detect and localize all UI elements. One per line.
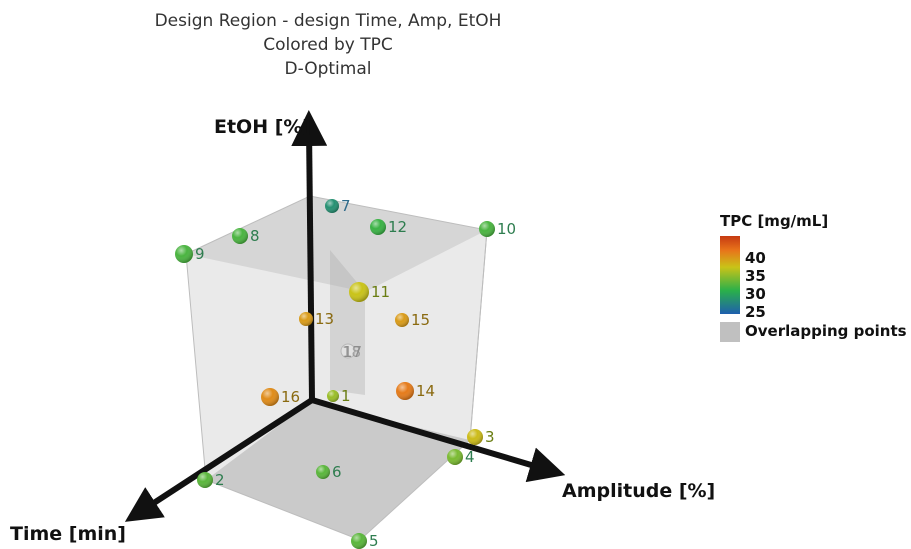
- point-label-7: 7: [341, 197, 351, 215]
- x-axis-label: Time [min]: [10, 523, 126, 545]
- point-shine-1: [327, 390, 339, 402]
- point-shine-10: [479, 221, 495, 237]
- chart-title: Design Region - design Time, Amp, EtOH C…: [155, 11, 502, 79]
- data-point-12: 12: [370, 218, 407, 236]
- time-axis-line: [124, 397, 314, 522]
- data-point-7: 7: [325, 197, 351, 215]
- design-region-box: [185, 195, 488, 541]
- point-label-1: 1: [341, 387, 351, 405]
- legend-tick-25: 25: [745, 303, 766, 321]
- point-label-10: 10: [497, 220, 516, 238]
- point-shine-5: [351, 533, 367, 549]
- point-label-5: 5: [369, 532, 379, 549]
- point-shine-7: [325, 199, 339, 213]
- point-label-15: 15: [411, 311, 430, 329]
- point-shine-14: [396, 382, 414, 400]
- point-shine-6: [316, 465, 330, 479]
- point-shine-9: [175, 245, 193, 263]
- point-shine-3: [467, 429, 483, 445]
- data-point-5: 5: [351, 532, 379, 549]
- point-label-3: 3: [485, 428, 495, 446]
- point-label-6: 6: [332, 463, 342, 481]
- point-label-11: 11: [371, 283, 390, 301]
- data-point-9: 9: [175, 245, 205, 263]
- point-shine-16: [261, 388, 279, 406]
- axes: EtOH [%] Amplitude [%] Time [min]: [10, 110, 715, 545]
- point-shine-11: [349, 282, 369, 302]
- amplitude-axis-line: [311, 397, 566, 483]
- data-point-15: 15: [395, 311, 430, 329]
- color-legend: TPC [mg/mL] 40 35 30 25 Overlapping poin…: [720, 212, 907, 342]
- point-label-2: 2: [215, 471, 225, 489]
- data-point-16: 16: [261, 388, 300, 406]
- point-shine-12: [370, 219, 386, 235]
- title-line-2: Colored by TPC: [263, 35, 392, 55]
- point-shine-2: [197, 472, 213, 488]
- title-line-3: D-Optimal: [285, 59, 372, 79]
- point-shine-13: [299, 312, 313, 326]
- data-point-10: 10: [479, 220, 516, 238]
- data-point-13: 13: [299, 310, 334, 328]
- point-label-17: 17: [343, 343, 362, 361]
- y-axis-label: Amplitude [%]: [562, 480, 715, 502]
- point-shine-4: [447, 449, 463, 465]
- legend-tick-30: 30: [745, 285, 766, 303]
- data-point-1: 1: [327, 387, 351, 405]
- point-label-13: 13: [315, 310, 334, 328]
- data-point-14: 14: [396, 382, 435, 400]
- legend-title: TPC [mg/mL]: [720, 212, 828, 230]
- legend-overlap-swatch: [720, 322, 740, 342]
- data-point-3: 3: [467, 428, 495, 446]
- point-label-18: 18: [342, 343, 361, 361]
- data-point-11: 11: [349, 282, 390, 302]
- box-edge-vertical-right: [469, 229, 488, 441]
- data-point-6: 6: [316, 463, 342, 481]
- title-line-1: Design Region - design Time, Amp, EtOH: [155, 11, 502, 31]
- point-shine-15: [395, 313, 409, 327]
- legend-tick-40: 40: [745, 249, 766, 267]
- z-axis-label: EtOH [%]: [214, 116, 311, 138]
- data-point-2: 2: [197, 471, 225, 489]
- legend-overlap-label: Overlapping points: [745, 322, 907, 340]
- point-label-14: 14: [416, 382, 435, 400]
- point-label-16: 16: [281, 388, 300, 406]
- legend-color-bar: [720, 236, 740, 314]
- legend-tick-35: 35: [745, 267, 766, 285]
- point-label-12: 12: [388, 218, 407, 236]
- data-point-8: 8: [232, 227, 260, 245]
- point-shine-8: [232, 228, 248, 244]
- box-face-top: [186, 196, 487, 292]
- point-label-9: 9: [195, 245, 205, 263]
- point-label-8: 8: [250, 227, 260, 245]
- point-label-4: 4: [465, 448, 475, 466]
- point-marker-overlap: [340, 343, 356, 359]
- data-point-4: 4: [447, 448, 475, 466]
- etoh-axis-line: [291, 110, 328, 401]
